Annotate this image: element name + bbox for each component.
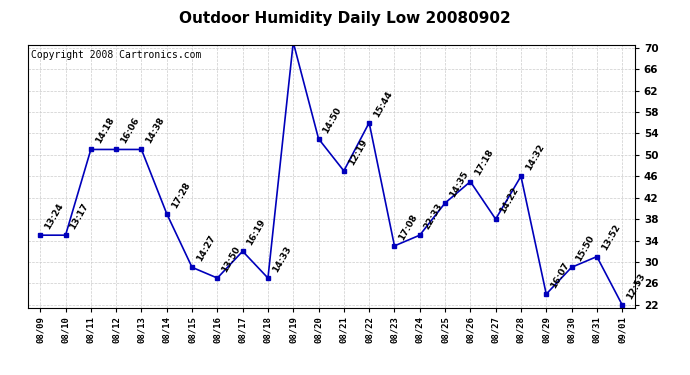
- Text: 14:18: 14:18: [94, 116, 116, 145]
- Text: 13:24: 13:24: [43, 202, 65, 231]
- Text: 14:33: 14:33: [270, 244, 293, 274]
- Text: 12:19: 12:19: [346, 137, 368, 167]
- Text: 16:19: 16:19: [246, 217, 268, 247]
- Text: 14:22: 14:22: [498, 186, 520, 215]
- Text: 14:32: 14:32: [524, 142, 546, 172]
- Text: 13:50: 13:50: [220, 244, 242, 274]
- Text: 15:56: 15:56: [0, 374, 1, 375]
- Text: 16:07: 16:07: [549, 261, 571, 290]
- Text: 14:35: 14:35: [448, 170, 470, 199]
- Text: 14:50: 14:50: [322, 105, 344, 135]
- Text: 16:06: 16:06: [119, 116, 141, 145]
- Text: Outdoor Humidity Daily Low 20080902: Outdoor Humidity Daily Low 20080902: [179, 11, 511, 26]
- Text: 17:18: 17:18: [473, 148, 495, 177]
- Text: Copyright 2008 Cartronics.com: Copyright 2008 Cartronics.com: [30, 50, 201, 60]
- Text: 13:52: 13:52: [600, 223, 622, 252]
- Text: 17:28: 17:28: [170, 180, 192, 210]
- Text: 15:44: 15:44: [372, 89, 394, 118]
- Text: 22:33: 22:33: [422, 202, 444, 231]
- Text: 14:27: 14:27: [195, 234, 217, 263]
- Text: 14:38: 14:38: [144, 116, 166, 145]
- Text: 17:08: 17:08: [397, 212, 420, 242]
- Text: 12:53: 12:53: [625, 272, 647, 301]
- Text: 15:50: 15:50: [574, 234, 596, 263]
- Text: 13:17: 13:17: [68, 202, 90, 231]
